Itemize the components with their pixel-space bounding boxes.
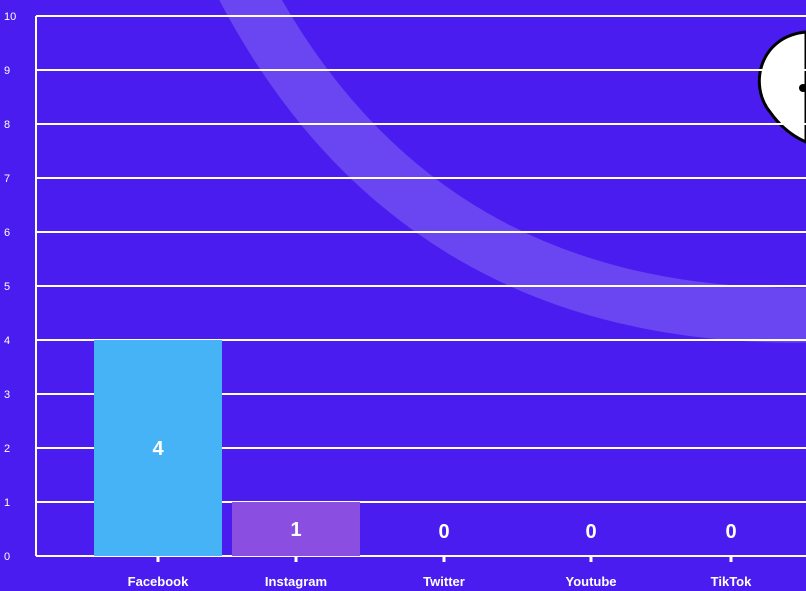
x-tick-label: Youtube (565, 574, 616, 589)
data-label: 0 (725, 521, 736, 543)
gridlines (36, 15, 806, 503)
labels: 0 1 2 3 4 5 6 7 8 9 10 Facebook 4 Instagram 1 Twitter 0 Y… (4, 11, 752, 589)
x-tick-label: Instagram (265, 574, 327, 589)
y-tick-label: 8 (4, 119, 10, 131)
y-tick-label: 10 (4, 11, 16, 23)
data-label: 0 (585, 521, 596, 543)
y-tick-label: 9 (4, 65, 10, 77)
y-tick-label: 1 (4, 497, 10, 509)
y-tick-label: 0 (4, 551, 10, 563)
speech-bubble-decoration (757, 30, 806, 144)
y-tick-label: 2 (4, 443, 10, 455)
data-label: 4 (152, 438, 164, 460)
data-label: 1 (290, 519, 301, 541)
bars (94, 340, 360, 556)
speech-bubble-dot (799, 84, 806, 92)
bar-instagram (232, 502, 360, 556)
y-tick-label: 7 (4, 173, 10, 185)
bar-facebook (94, 340, 222, 556)
y-tick-label: 6 (4, 227, 10, 239)
x-tick-label: Facebook (128, 574, 189, 589)
data-label: 0 (438, 521, 449, 543)
y-tick-label: 5 (4, 281, 10, 293)
y-tick-label: 3 (4, 389, 10, 401)
y-tick-label: 4 (4, 335, 10, 347)
x-tick-label: TikTok (711, 574, 752, 589)
decorative-arc (219, 0, 806, 343)
x-tick-label: Twitter (423, 574, 465, 589)
